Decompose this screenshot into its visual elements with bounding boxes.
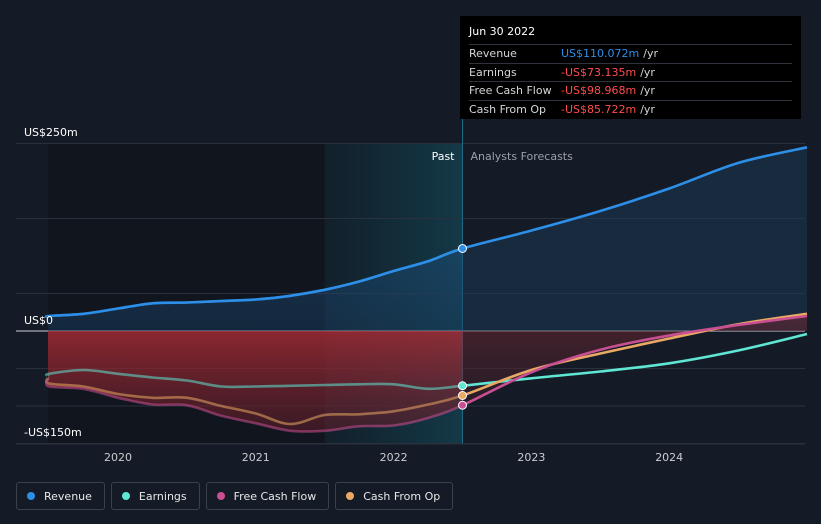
series-areas	[46, 147, 807, 432]
revenue-dot-icon	[27, 492, 35, 500]
cash-from-op-dot-icon	[346, 492, 355, 500]
tooltip-row-free-cash-flow: Free Cash Flow -US$98.968m /yr	[469, 81, 792, 100]
earnings-line-past	[44, 368, 463, 391]
revenue-marker	[458, 244, 467, 253]
tooltip-value: -US$85.722m	[561, 102, 637, 116]
legend-label: Earnings	[138, 489, 187, 503]
earnings-dot-icon	[121, 492, 130, 500]
negative-area-past	[46, 331, 463, 432]
revenue-line-forecast	[462, 146, 808, 250]
legend-item-free-cash-flow[interactable]: Free Cash Flow	[205, 482, 330, 510]
tooltip-value: US$110.072m	[561, 47, 640, 60]
earnings-marker	[458, 381, 467, 391]
y-tick-label: -US$150m	[24, 426, 82, 439]
tooltip-value: -US$98.968m	[561, 84, 637, 97]
free-cash-flow-line-forecast	[462, 314, 808, 407]
cash-from-op-line-forecast	[462, 312, 808, 397]
x-tick-label: 2020	[104, 451, 132, 464]
earnings-line-forecast	[462, 332, 808, 388]
y-tick-label: US$250m	[24, 126, 78, 139]
tooltip-unit: /yr	[640, 102, 655, 116]
legend-label: Revenue	[44, 489, 92, 503]
tooltip-value: -US$73.135m	[561, 65, 637, 79]
tooltip-date: Jun 30 2022	[469, 25, 536, 38]
x-tick-label: 2024	[655, 451, 683, 464]
free-cash-flow-dot-icon	[216, 492, 225, 500]
revenue-area-past	[46, 248, 463, 331]
revenue-area-forecast	[462, 147, 807, 331]
tooltip-unit: /yr	[640, 84, 655, 97]
x-tick-label: 2021	[242, 451, 270, 464]
legend-item-cash-from-op[interactable]: Cash From Op	[335, 482, 454, 510]
tooltip-unit: /yr	[640, 65, 655, 79]
x-tick-label: 2023	[517, 451, 545, 464]
legend-item-revenue[interactable]: Revenue	[16, 482, 105, 510]
tooltip-label: Free Cash Flow	[469, 84, 552, 97]
tooltip: Jun 30 2022 Revenue US$110.072m /yr Earn…	[460, 16, 801, 119]
cash-from-op-line-past	[44, 377, 463, 426]
legend-item-earnings[interactable]: Earnings	[110, 482, 200, 510]
x-tick-label: 2022	[380, 451, 408, 464]
series-lines	[44, 146, 808, 433]
legend-label: Cash From Op	[363, 489, 441, 503]
tooltip-row-cash-from-op: Cash From Op -US$85.722m /yr	[469, 99, 792, 119]
hover-markers	[458, 244, 467, 410]
legend-label: Free Cash Flow	[233, 489, 317, 503]
forecast-label: Analysts Forecasts	[471, 150, 574, 163]
tooltip-unit: /yr	[643, 47, 658, 60]
free-cash-flow-line-past	[44, 378, 463, 433]
free-cash-flow-marker	[458, 400, 467, 410]
tooltip-row-earnings: Earnings -US$73.135m /yr	[469, 62, 792, 82]
tooltip-label: Revenue	[469, 47, 517, 60]
tooltip-label: Cash From Op	[469, 102, 547, 116]
negative-area-forecast	[462, 316, 807, 406]
tooltip-row-revenue: Revenue US$110.072m /yr	[469, 44, 792, 63]
past-label: Past	[432, 150, 456, 163]
y-tick-label: US$0	[24, 314, 53, 327]
tooltip-label: Earnings	[469, 65, 517, 79]
revenue-line-past-strong	[44, 247, 463, 319]
legend: Revenue Earnings Free Cash Flow Cash Fro…	[16, 482, 454, 510]
cash-from-op-marker	[458, 391, 467, 400]
axis-labels: US$250m US$0 -US$150m 2020 2021 2022 2023 2024 P…	[24, 126, 683, 464]
